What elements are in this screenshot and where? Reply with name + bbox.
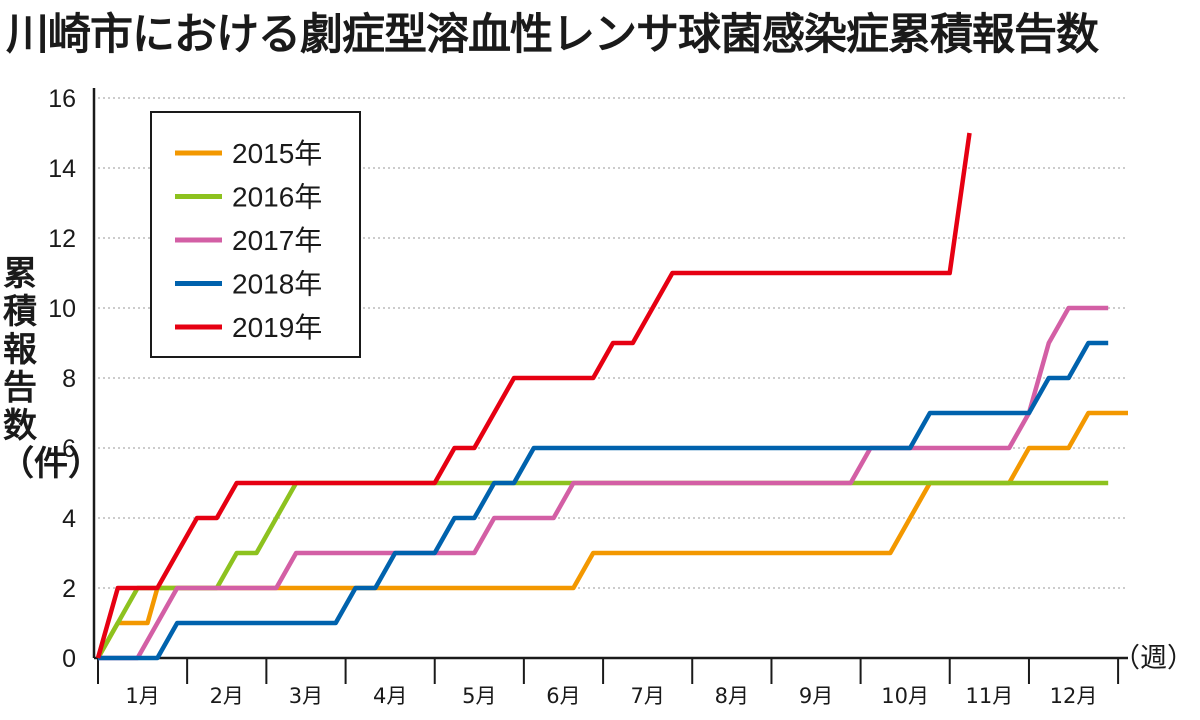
y-tick-label: 12 (48, 225, 76, 253)
x-tick-label: 3月 (289, 684, 323, 708)
series-lines (95, 132, 1128, 661)
y-tick-label: 4 (62, 505, 76, 533)
x-tick-label: 8月 (715, 684, 749, 708)
x-tick-label: 9月 (799, 684, 833, 708)
series-line-4 (98, 340, 1109, 661)
y-tick-label: 8 (62, 365, 76, 393)
legend-label: 2015年 (232, 138, 322, 169)
x-axis-label: （週） (1113, 643, 1194, 674)
series-line-3 (98, 305, 1109, 661)
legend: 2015年 2016年 2017年 2018年 2019年 (150, 111, 361, 358)
y-tick-label: 16 (48, 85, 76, 113)
y-tick-label: 6 (62, 435, 76, 463)
x-tick-label: 2月 (210, 684, 244, 708)
x-tick-label: 10月 (881, 684, 929, 708)
legend-label: 2018年 (232, 269, 322, 300)
x-tick-label: 12月 (1050, 684, 1098, 708)
x-tick-label: 6月 (546, 684, 580, 708)
legend-label: 2019年 (232, 312, 322, 343)
series-line-2 (96, 480, 1109, 660)
x-tick-label: 1月 (125, 684, 159, 708)
legend-label: 2016年 (232, 182, 322, 213)
y-tick-label: 0 (62, 645, 76, 673)
y-tick-label: 2 (62, 575, 76, 603)
x-tick-label: 4月 (373, 684, 407, 708)
y-tick-labels: 0 2 4 6 8 10 12 14 16 (48, 85, 76, 673)
x-tick-label: 5月 (462, 684, 496, 708)
x-tick-label: 7月 (630, 684, 664, 708)
series-line-5 (95, 132, 972, 659)
y-tick-label: 10 (48, 295, 76, 323)
legend-label: 2017年 (232, 225, 322, 256)
y-tick-label: 14 (48, 155, 76, 183)
x-tick-label: 11月 (965, 684, 1013, 708)
series-line-1 (96, 410, 1128, 660)
chart-title: 川崎市における劇症型溶血性レンサ球菌感染症累積報告数 (6, 10, 1099, 60)
x-tick-labels: 1月 2月 3月 4月 5月 6月 7月 8月 9月 10月 11月 12月 （週） (125, 643, 1194, 708)
axes (92, 88, 1128, 684)
